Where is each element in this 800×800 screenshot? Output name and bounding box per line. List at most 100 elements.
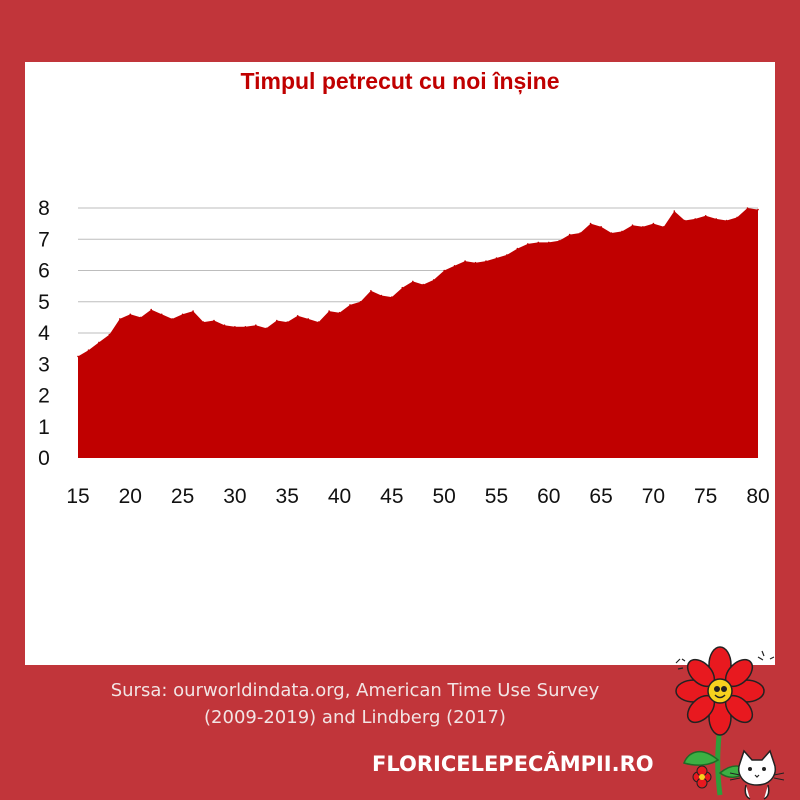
data-point xyxy=(568,233,571,236)
source-line-1: Sursa: ourworldindata.org, American Time… xyxy=(110,680,600,701)
data-point xyxy=(244,326,247,328)
x-tick-label: 20 xyxy=(119,485,142,508)
y-tick-label: 3 xyxy=(38,353,50,376)
data-point xyxy=(181,313,184,316)
data-point xyxy=(600,226,602,228)
data-point xyxy=(704,215,707,217)
data-point xyxy=(349,304,351,306)
y-tick-label: 6 xyxy=(38,260,50,283)
data-point xyxy=(223,324,226,327)
data-point xyxy=(506,254,508,256)
x-tick-label: 75 xyxy=(694,485,717,508)
data-point xyxy=(558,240,560,242)
data-point xyxy=(694,218,696,220)
data-point xyxy=(255,324,257,327)
data-point xyxy=(715,218,717,220)
data-point xyxy=(684,219,686,222)
area-series xyxy=(77,207,759,458)
data-point xyxy=(495,257,498,259)
data-point xyxy=(537,241,540,244)
data-point xyxy=(589,222,592,225)
data-point xyxy=(192,310,194,312)
data-point xyxy=(621,230,623,233)
x-tick-label: 25 xyxy=(171,485,194,508)
chart-title: Timpul petrecut cu noi înșine xyxy=(240,68,560,94)
data-point xyxy=(202,321,205,323)
data-point xyxy=(652,222,655,225)
data-point xyxy=(380,294,383,297)
data-point xyxy=(746,207,749,209)
source-line-2: (2009-2019) and Lindberg (2017) xyxy=(204,707,506,728)
data-point xyxy=(296,315,299,317)
y-axis-ticks: 0 1 2 3 4 5 6 7 8 xyxy=(38,197,50,470)
brand-label[interactable]: FLORICELEPECÂMPII.RO xyxy=(372,752,654,776)
source-note: Sursa: ourworldindata.org, American Time… xyxy=(55,677,655,731)
x-tick-label: 60 xyxy=(537,485,560,508)
data-point xyxy=(579,232,581,234)
data-point xyxy=(548,241,550,244)
x-tick-label: 45 xyxy=(380,485,403,508)
y-tick-label: 5 xyxy=(38,291,50,314)
data-point xyxy=(307,318,310,320)
data-point xyxy=(234,326,236,328)
x-tick-label: 30 xyxy=(223,485,246,508)
data-point xyxy=(663,226,665,228)
x-tick-label: 40 xyxy=(328,485,351,508)
data-point xyxy=(736,216,738,219)
y-tick-label: 1 xyxy=(38,416,50,439)
data-point xyxy=(108,333,111,336)
data-point xyxy=(443,269,446,272)
area-fill xyxy=(78,208,758,458)
data-point xyxy=(77,355,79,358)
data-point xyxy=(338,311,341,314)
x-tick-label: 80 xyxy=(746,485,769,508)
x-tick-label: 15 xyxy=(66,485,89,508)
data-point xyxy=(453,265,456,267)
data-point xyxy=(119,318,121,320)
data-point xyxy=(401,286,404,289)
flower-cat-logo-icon xyxy=(675,646,785,800)
data-point xyxy=(286,321,289,323)
data-point xyxy=(265,327,268,330)
data-point xyxy=(129,313,132,316)
y-tick-label: 7 xyxy=(38,228,50,251)
data-point xyxy=(432,279,435,281)
y-tick-label: 0 xyxy=(38,447,50,470)
data-point xyxy=(391,296,393,298)
data-point xyxy=(464,260,466,262)
x-tick-label: 70 xyxy=(642,485,665,508)
x-tick-label: 50 xyxy=(432,485,455,508)
x-tick-label: 35 xyxy=(276,485,299,508)
x-tick-label: 55 xyxy=(485,485,508,508)
y-tick-label: 4 xyxy=(38,322,50,345)
data-point xyxy=(474,261,477,264)
y-tick-label: 2 xyxy=(38,385,50,408)
data-point xyxy=(213,319,215,322)
data-point xyxy=(642,226,644,228)
data-point xyxy=(757,208,759,211)
data-point xyxy=(359,301,362,303)
x-axis-ticks: 15 20 25 30 35 40 45 50 55 60 65 70 75 80 xyxy=(66,485,769,508)
data-point xyxy=(673,210,676,212)
data-point xyxy=(150,308,152,311)
x-tick-label: 65 xyxy=(589,485,612,508)
data-point xyxy=(610,232,613,234)
data-point xyxy=(171,318,173,320)
data-point xyxy=(328,310,330,312)
data-point xyxy=(725,219,728,222)
data-point xyxy=(516,247,519,250)
data-point xyxy=(422,283,425,286)
data-point xyxy=(87,349,90,352)
data-point xyxy=(98,341,100,344)
data-point xyxy=(485,260,487,262)
data-point xyxy=(631,224,634,226)
data-point xyxy=(412,280,414,283)
data-point xyxy=(317,321,320,323)
data-point xyxy=(140,316,142,319)
y-tick-label: 8 xyxy=(38,197,50,220)
data-point xyxy=(160,313,163,316)
data-point xyxy=(370,290,372,292)
data-point xyxy=(527,243,529,245)
data-point xyxy=(276,319,278,322)
